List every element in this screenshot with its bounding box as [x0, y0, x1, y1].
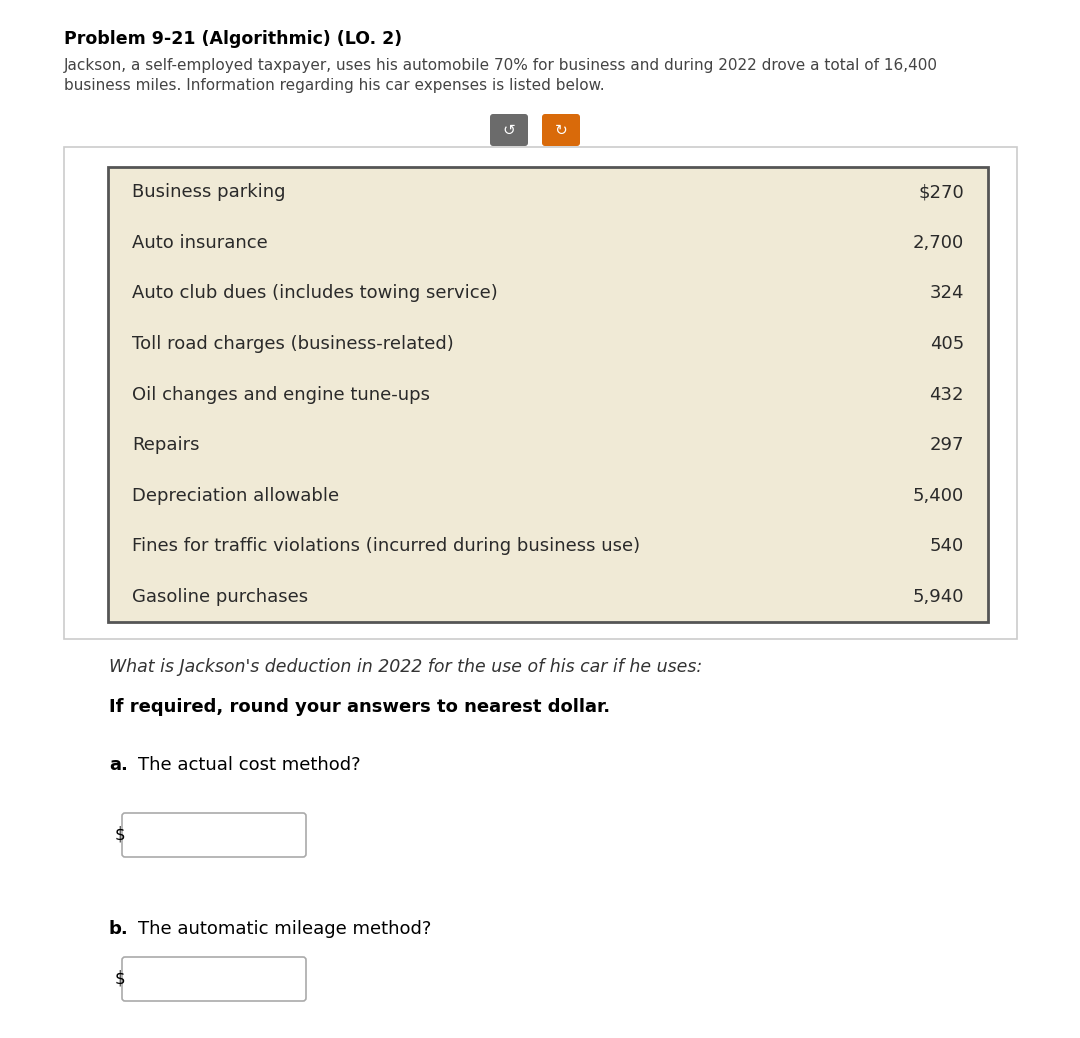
- Text: $270: $270: [918, 184, 964, 201]
- Text: Problem 9-21 (Algorithmic) (LO. 2): Problem 9-21 (Algorithmic) (LO. 2): [64, 30, 402, 48]
- Text: Auto insurance: Auto insurance: [132, 234, 268, 252]
- FancyBboxPatch shape: [490, 114, 528, 146]
- Text: $: $: [114, 826, 125, 844]
- FancyBboxPatch shape: [108, 167, 988, 622]
- Text: Gasoline purchases: Gasoline purchases: [132, 588, 308, 606]
- Text: If required, round your answers to nearest dollar.: If required, round your answers to neare…: [109, 698, 610, 716]
- Text: 297: 297: [930, 436, 964, 454]
- Text: Jackson, a self-employed taxpayer, uses his automobile 70% for business and duri: Jackson, a self-employed taxpayer, uses …: [64, 58, 939, 73]
- Text: 5,400: 5,400: [913, 487, 964, 504]
- Text: Business parking: Business parking: [132, 184, 285, 201]
- Text: 5,940: 5,940: [913, 588, 964, 606]
- Text: What is Jackson's deduction in 2022 for the use of his car if he uses:: What is Jackson's deduction in 2022 for …: [109, 658, 702, 676]
- Text: Depreciation allowable: Depreciation allowable: [132, 487, 339, 504]
- Text: Auto club dues (includes towing service): Auto club dues (includes towing service): [132, 284, 498, 302]
- Text: $: $: [114, 969, 125, 988]
- Text: Repairs: Repairs: [132, 436, 200, 454]
- Text: 432: 432: [930, 385, 964, 404]
- Text: Oil changes and engine tune-ups: Oil changes and engine tune-ups: [132, 385, 430, 404]
- FancyBboxPatch shape: [64, 147, 1017, 639]
- Text: 324: 324: [930, 284, 964, 302]
- Text: The automatic mileage method?: The automatic mileage method?: [138, 920, 431, 938]
- Text: ↻: ↻: [555, 122, 567, 137]
- Text: The actual cost method?: The actual cost method?: [138, 756, 361, 774]
- Text: b.: b.: [109, 920, 129, 938]
- Text: 540: 540: [930, 538, 964, 555]
- Text: 405: 405: [930, 335, 964, 353]
- FancyBboxPatch shape: [122, 957, 306, 1001]
- FancyBboxPatch shape: [542, 114, 580, 146]
- Text: Toll road charges (business-related): Toll road charges (business-related): [132, 335, 454, 353]
- FancyBboxPatch shape: [122, 813, 306, 857]
- Text: a.: a.: [109, 756, 127, 774]
- Text: ↺: ↺: [502, 122, 515, 137]
- Text: business miles. Information regarding his car expenses is listed below.: business miles. Information regarding hi…: [64, 78, 605, 93]
- Text: Fines for traffic violations (incurred during business use): Fines for traffic violations (incurred d…: [132, 538, 640, 555]
- Text: 2,700: 2,700: [913, 234, 964, 252]
